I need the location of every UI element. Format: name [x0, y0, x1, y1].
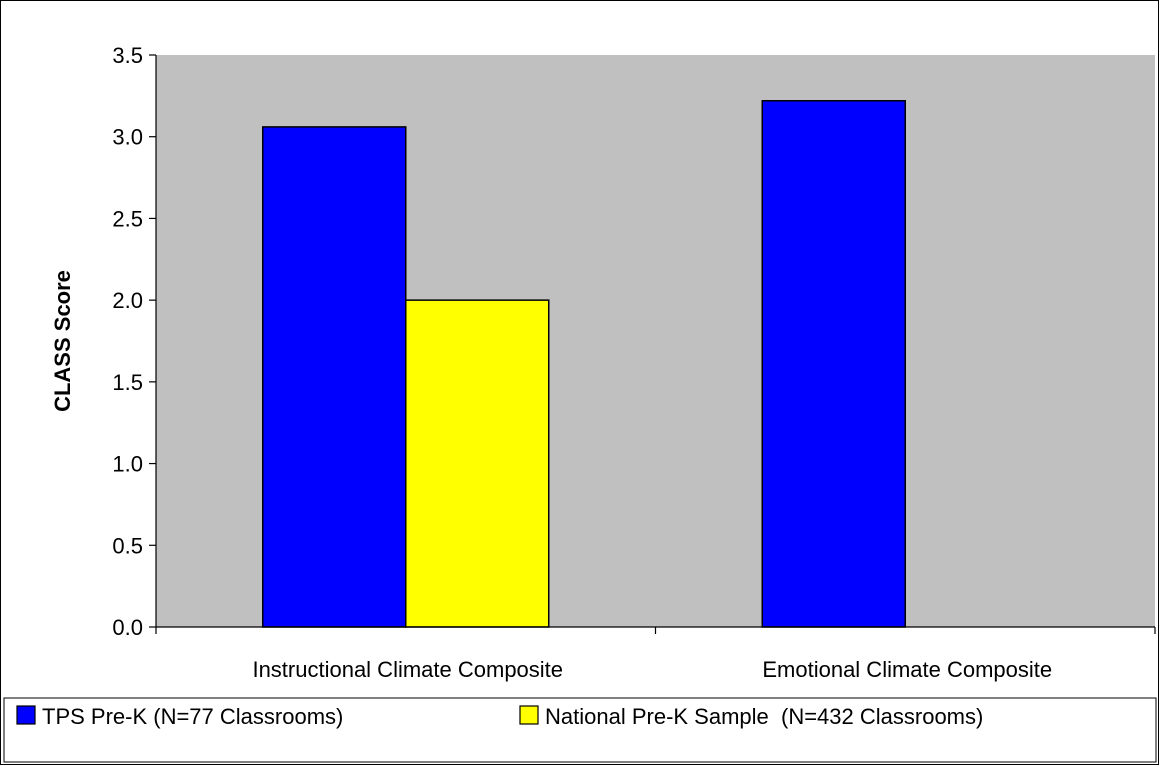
y-tick-label: 1.5 [112, 370, 143, 395]
legend-label: National Pre-K Sample (N=432 Classrooms) [545, 704, 983, 729]
bar-tps-1 [761, 100, 906, 628]
y-tick-label: 0.5 [112, 533, 143, 558]
x-category-label: Emotional Climate Composite [762, 657, 1052, 682]
legend-box [3, 697, 1157, 763]
y-axis: 0.0 0.5 1.0 1.5 2.0 2.5 3.0 3.5 [112, 43, 157, 640]
y-tick-label: 3.0 [112, 125, 143, 150]
y-tick-label: 2.5 [112, 206, 143, 231]
y-tick-label: 1.0 [112, 452, 143, 477]
legend-label: TPS Pre-K (N=77 Classrooms) [42, 704, 343, 729]
x-category-label: Instructional Climate Composite [252, 657, 563, 682]
y-axis-label: CLASS Score [50, 270, 75, 412]
bar-national-0 [405, 299, 550, 628]
legend-swatch [519, 705, 539, 725]
bar-tps-0 [262, 126, 407, 628]
bars [262, 100, 906, 628]
y-tick-label: 0.0 [112, 615, 143, 640]
legend: TPS Pre-K (N=77 Classrooms) National Pre-… [3, 697, 1157, 763]
x-axis: Instructional Climate Composite Emotional… [155, 626, 1156, 682]
y-tick-label: 2.0 [112, 288, 143, 313]
y-tick-label: 3.5 [112, 43, 143, 68]
legend-swatch [16, 705, 36, 725]
